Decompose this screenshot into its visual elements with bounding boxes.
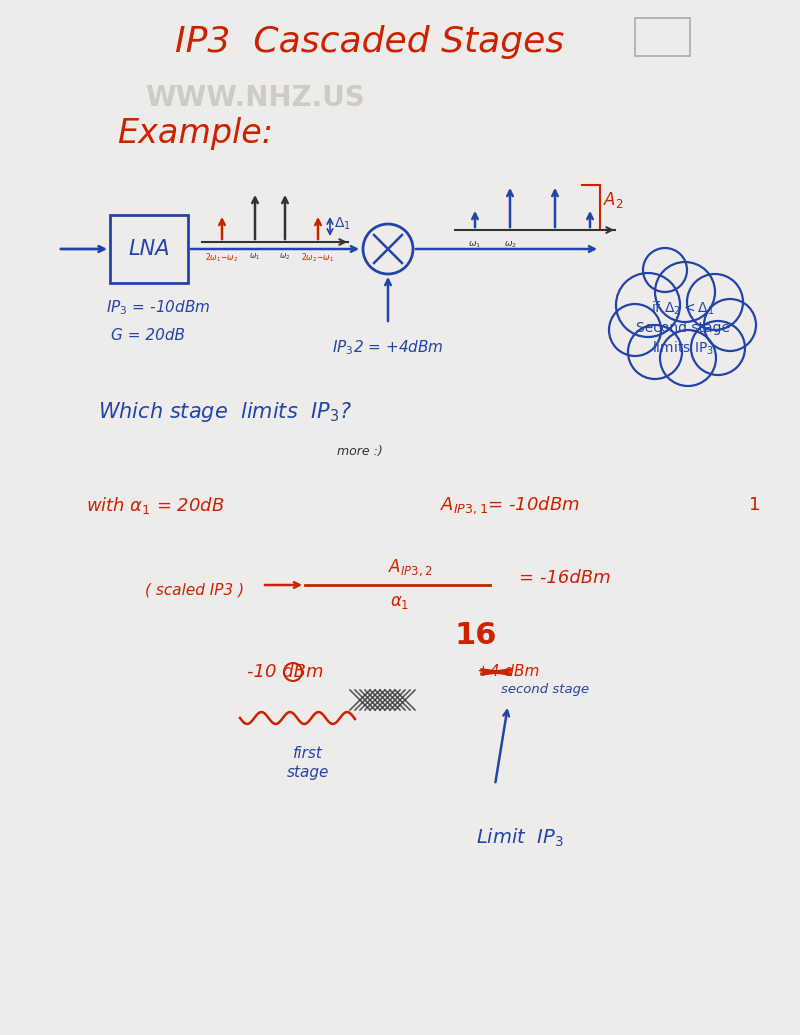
Text: $A_{IP3,2}$: $A_{IP3,2}$	[388, 558, 432, 579]
Text: +4 dBm: +4 dBm	[477, 664, 539, 680]
Text: ( scaled IP3 ): ( scaled IP3 )	[146, 583, 245, 597]
Text: LNA: LNA	[128, 239, 170, 259]
Text: $A_2$: $A_2$	[603, 190, 623, 210]
Text: -10 dBm: -10 dBm	[246, 663, 323, 681]
Text: limits IP$_3$: limits IP$_3$	[652, 339, 714, 357]
Text: with $\alpha_1$ = 20dB: with $\alpha_1$ = 20dB	[86, 495, 224, 515]
Circle shape	[628, 325, 682, 379]
Text: $A_{IP3,1}$= -10dBm: $A_{IP3,1}$= -10dBm	[440, 494, 580, 515]
Text: IP$_3$ = -10dBm: IP$_3$ = -10dBm	[106, 299, 210, 318]
Text: more :): more :)	[337, 445, 383, 459]
Circle shape	[687, 274, 743, 330]
Text: $\alpha_1$: $\alpha_1$	[390, 593, 410, 611]
Circle shape	[643, 248, 687, 292]
Circle shape	[609, 304, 661, 356]
Text: $\omega_1$: $\omega_1$	[469, 240, 482, 250]
Circle shape	[704, 299, 756, 351]
Text: if $\Delta_2 < \Delta_1$: if $\Delta_2 < \Delta_1$	[651, 299, 714, 317]
Text: $\omega_2$: $\omega_2$	[279, 252, 290, 263]
Text: IP$_3$2 = +4dBm: IP$_3$2 = +4dBm	[332, 338, 444, 357]
Text: $\omega_1$: $\omega_1$	[250, 252, 261, 263]
Text: WWW.NHZ.US: WWW.NHZ.US	[145, 84, 365, 112]
Text: Example:: Example:	[117, 117, 273, 149]
Text: Limit  IP$_3$: Limit IP$_3$	[476, 827, 564, 849]
Text: Which stage  limits  IP$_3$?: Which stage limits IP$_3$?	[98, 400, 352, 424]
Text: $\Delta_1$: $\Delta_1$	[334, 216, 351, 232]
Circle shape	[616, 273, 680, 337]
Text: 16: 16	[454, 621, 498, 650]
Text: G = 20dB: G = 20dB	[111, 327, 185, 343]
Text: stage: stage	[287, 765, 329, 779]
Circle shape	[655, 262, 715, 322]
Text: IP3  Cascaded Stages: IP3 Cascaded Stages	[175, 25, 565, 59]
Text: first: first	[293, 745, 323, 761]
Text: $2\omega_2\!-\!\omega_1$: $2\omega_2\!-\!\omega_1$	[302, 252, 334, 265]
Text: = -16dBm: = -16dBm	[519, 569, 611, 587]
Circle shape	[691, 321, 745, 375]
Text: 1: 1	[750, 496, 761, 514]
Text: $2\omega_1\!-\!\omega_2$: $2\omega_1\!-\!\omega_2$	[206, 252, 238, 265]
Text: $\omega_2$: $\omega_2$	[503, 240, 517, 250]
Text: second stage: second stage	[501, 683, 589, 697]
Circle shape	[660, 330, 716, 386]
Text: Second stage: Second stage	[636, 321, 730, 335]
